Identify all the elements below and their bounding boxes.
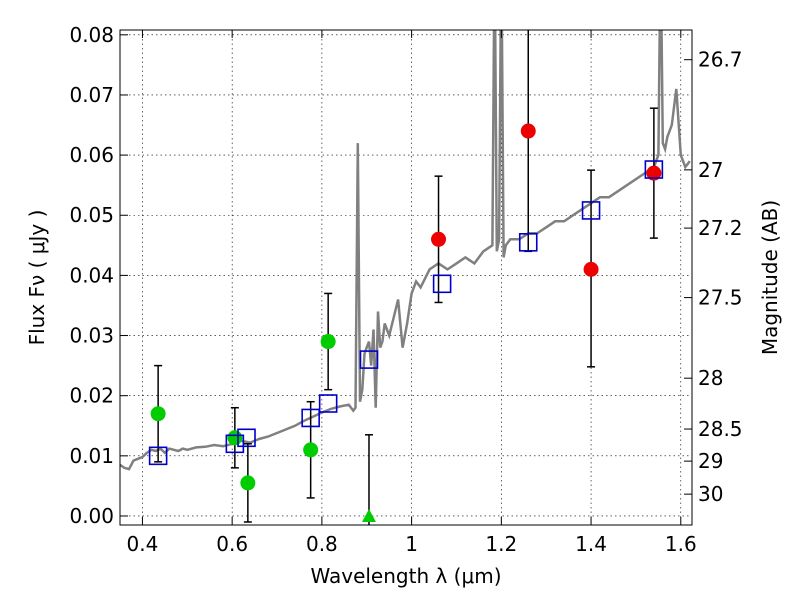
synthetic-point: [518, 233, 538, 252]
x-tick-label: 1.4: [575, 532, 607, 556]
y-tick-label: 0.05: [69, 203, 114, 227]
mag-tick-label: 27.5: [698, 286, 743, 310]
upper-limit-point: [361, 508, 376, 522]
data-point: [303, 442, 319, 458]
data-point: [320, 334, 336, 350]
y-tick-label: 0.08: [69, 23, 114, 47]
y-tick-label: 0.02: [69, 384, 114, 408]
x-tick-label: 0.6: [216, 532, 248, 556]
x-tick-label: 0.4: [127, 532, 159, 556]
synthetic-point: [225, 434, 245, 454]
y-tick-label: 0.06: [69, 143, 114, 167]
model-spectrum-line: [120, 30, 691, 471]
ticks-layer: 0.4 0.6 0.8 1 1.2 1.4 1.6 0.00 0.01 0.02 0.03 0.04 0…: [69, 23, 742, 556]
x-tick-label: 1.2: [485, 532, 517, 556]
mag-tick-label: 28: [698, 366, 723, 390]
mag-tick-label: 27.2: [698, 216, 743, 240]
synthetic-point: [237, 428, 256, 448]
synthetic-point: [148, 446, 168, 466]
synthetic-point: [581, 201, 601, 220]
synthetic-point: [644, 160, 664, 179]
data-point: [431, 231, 447, 247]
y-tick-label: 0.03: [69, 324, 114, 348]
data-point: [150, 406, 166, 422]
data-point: [520, 123, 536, 139]
x-axis-label: Wavelength λ (μm): [310, 564, 501, 588]
mag-tick-label: 26.7: [698, 48, 743, 72]
mag-tick-label: 27: [698, 158, 723, 182]
synthetic-point: [432, 274, 452, 294]
synthetic-point: [359, 350, 379, 369]
plot-frame: [119, 29, 693, 526]
mag-tick-label: 29: [698, 449, 723, 473]
y-tick-label: 0.04: [69, 263, 114, 287]
photometry-group: [148, 30, 664, 525]
x-tick-label: 1.6: [665, 532, 697, 556]
mag-tick-label: 30: [698, 482, 723, 506]
x-tick-label: 1: [405, 532, 418, 556]
x-tick-label: 0.8: [306, 532, 338, 556]
data-point: [583, 261, 599, 277]
model-spectrum-layer: [120, 30, 691, 471]
synthetic-point: [318, 394, 338, 413]
synthetic-point: [301, 408, 320, 428]
y-axis-right-label: Magnitude (AB): [758, 200, 782, 355]
photometry-layer: [148, 30, 664, 525]
y-tick-label: 0.00: [69, 504, 114, 528]
data-point: [240, 475, 256, 491]
y-tick-label: 0.07: [69, 83, 114, 107]
data-point: [227, 430, 243, 446]
y-axis-label: Flux Fν ( μJy ): [25, 210, 49, 346]
grid-layer: [120, 30, 692, 525]
y-tick-label: 0.01: [69, 444, 114, 468]
mag-tick-label: 28.5: [698, 417, 743, 441]
data-point: [646, 165, 662, 181]
